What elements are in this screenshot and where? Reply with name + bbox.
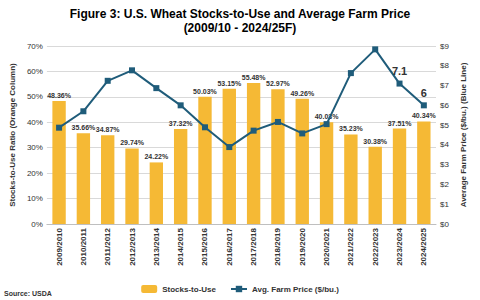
svg-text:20%: 20%: [27, 169, 43, 178]
svg-text:49.26%: 49.26%: [290, 90, 315, 97]
svg-text:Avg. Farm Price ($/bu.): Avg. Farm Price ($/bu.): [252, 285, 339, 294]
svg-text:10%: 10%: [27, 194, 43, 203]
svg-text:Average Farm Price ($/bu.) (Bl: Average Farm Price ($/bu.) (Blue Line): [459, 62, 468, 207]
svg-text:2018/2019: 2018/2019: [273, 227, 282, 265]
svg-text:60%: 60%: [27, 67, 43, 76]
svg-text:40.34%: 40.34%: [412, 112, 437, 119]
svg-text:Stocks-to-Use: Stocks-to-Use: [162, 285, 216, 294]
svg-text:70%: 70%: [27, 42, 43, 51]
svg-text:2011/2012: 2011/2012: [103, 227, 112, 265]
svg-text:$9: $9: [440, 42, 449, 51]
svg-text:34.87%: 34.87%: [96, 126, 121, 133]
svg-text:$7: $7: [440, 81, 449, 90]
svg-text:2020/2021: 2020/2021: [322, 227, 331, 265]
svg-text:$2: $2: [440, 180, 449, 189]
svg-text:Stocks-to-Use Ratio (Orange Co: Stocks-to-Use Ratio (Orange Column): [8, 63, 17, 207]
svg-text:53.15%: 53.15%: [217, 80, 242, 87]
svg-text:7.1: 7.1: [392, 65, 407, 77]
svg-text:Source: USDA: Source: USDA: [4, 290, 52, 297]
svg-text:55.48%: 55.48%: [242, 74, 267, 81]
svg-text:2009/2010: 2009/2010: [55, 227, 64, 265]
svg-text:Figure 3: U.S. Wheat Stocks-to: Figure 3: U.S. Wheat Stocks-to-Use and A…: [70, 7, 411, 21]
svg-text:$6: $6: [440, 101, 449, 110]
svg-text:2021/2022: 2021/2022: [346, 227, 355, 265]
svg-text:35.23%: 35.23%: [339, 125, 364, 132]
svg-text:2014/2015: 2014/2015: [176, 227, 185, 265]
svg-text:30.38%: 30.38%: [363, 138, 388, 145]
svg-text:52.97%: 52.97%: [266, 80, 291, 87]
svg-text:50.03%: 50.03%: [193, 88, 218, 95]
svg-text:2013/2014: 2013/2014: [152, 227, 161, 265]
svg-text:2019/2020: 2019/2020: [298, 227, 307, 265]
svg-text:0%: 0%: [31, 220, 43, 229]
svg-text:$8: $8: [440, 61, 449, 70]
svg-text:2015/2016: 2015/2016: [200, 227, 209, 265]
svg-text:40%: 40%: [27, 118, 43, 127]
svg-text:(2009/10 - 2024/25F): (2009/10 - 2024/25F): [184, 21, 297, 35]
svg-text:$5: $5: [440, 121, 449, 130]
svg-text:37.51%: 37.51%: [388, 120, 413, 127]
svg-text:2022/2023: 2022/2023: [371, 227, 380, 265]
svg-text:30%: 30%: [27, 143, 43, 152]
svg-text:2024/2025: 2024/2025: [419, 227, 428, 265]
svg-text:$0: $0: [440, 220, 449, 229]
svg-text:37.32%: 37.32%: [169, 120, 194, 127]
svg-text:40.03%: 40.03%: [315, 113, 340, 120]
svg-text:48.36%: 48.36%: [47, 92, 72, 99]
svg-text:$1: $1: [440, 200, 449, 209]
svg-text:$4: $4: [440, 140, 449, 149]
svg-text:2023/2024: 2023/2024: [395, 227, 404, 265]
svg-text:$3: $3: [440, 160, 449, 169]
svg-text:6: 6: [421, 87, 427, 99]
svg-text:50%: 50%: [27, 92, 43, 101]
svg-text:2017/2018: 2017/2018: [249, 227, 258, 265]
svg-text:2012/2013: 2012/2013: [128, 227, 137, 265]
svg-text:35.66%: 35.66%: [72, 124, 97, 131]
svg-text:29.74%: 29.74%: [120, 139, 145, 146]
svg-text:2016/2017: 2016/2017: [225, 227, 234, 265]
svg-text:24.22%: 24.22%: [144, 153, 169, 160]
svg-text:2010/2011: 2010/2011: [79, 227, 88, 265]
